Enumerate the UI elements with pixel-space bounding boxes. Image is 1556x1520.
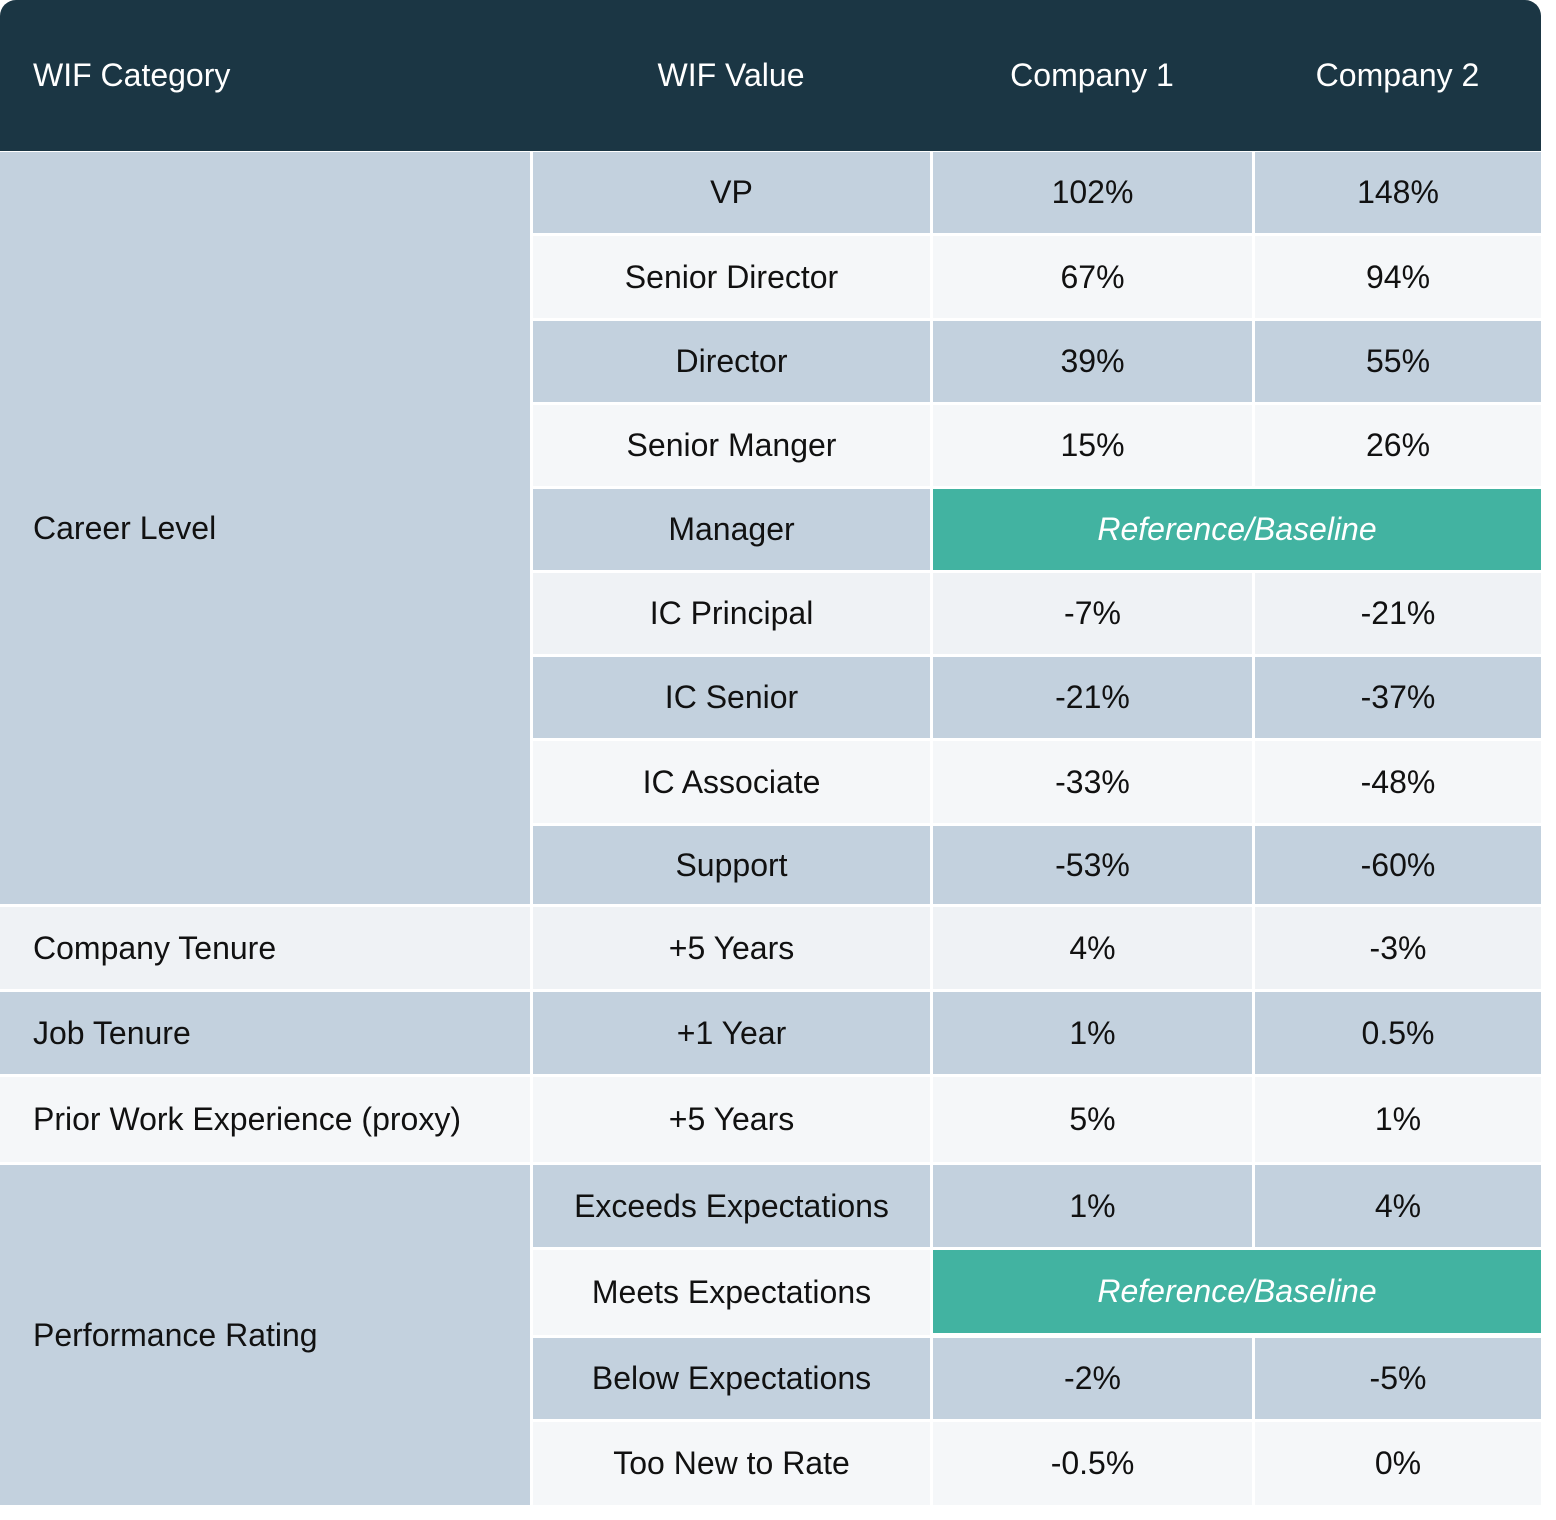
company-2-cell: -37% (1255, 657, 1541, 738)
reference-baseline-cell: Reference/Baseline (933, 489, 1541, 570)
company-2-cell: 94% (1255, 236, 1541, 318)
company-2-cell: 55% (1255, 321, 1541, 402)
company-1-cell: -2% (933, 1338, 1252, 1419)
company-1-cell: -7% (933, 573, 1252, 654)
category-job-tenure: Job Tenure (0, 992, 530, 1074)
category-career-level: Career Level (0, 152, 530, 904)
category-prior-work-experience: Prior Work Experience (proxy) (0, 1077, 530, 1162)
company-2-cell: -60% (1255, 826, 1541, 904)
company-1-cell: 67% (933, 236, 1252, 318)
wif-value-cell: IC Associate (533, 741, 930, 823)
header-wif-category: WIF Category (33, 57, 231, 93)
company-1-cell: -33% (933, 741, 1252, 823)
company-2-cell: 0% (1255, 1422, 1541, 1505)
company-1-cell: -0.5% (933, 1422, 1252, 1505)
company-1-cell: 4% (933, 907, 1252, 989)
header-company-1: Company 1 (1010, 57, 1174, 93)
wif-value-cell: Senior Manger (533, 405, 930, 486)
company-1-cell: 1% (933, 1165, 1252, 1247)
wif-value-cell: Manager (533, 489, 930, 570)
company-2-cell: 1% (1255, 1077, 1541, 1162)
company-2-cell: 4% (1255, 1165, 1541, 1247)
wif-value-cell: Director (533, 321, 930, 402)
company-1-cell: 5% (933, 1077, 1252, 1162)
company-1-cell: 1% (933, 992, 1252, 1074)
company-1-cell: 102% (933, 152, 1252, 233)
header-wif-value: WIF Value (657, 57, 805, 93)
wif-value-cell: Support (533, 826, 930, 904)
company-2-cell: -5% (1255, 1338, 1541, 1419)
header-company-2: Company 2 (1315, 57, 1480, 93)
company-1-cell: 39% (933, 321, 1252, 402)
company-2-cell: -3% (1255, 907, 1541, 989)
table-header: WIF Category WIF Value Company 1 Company… (0, 0, 1541, 151)
wif-value-cell: Meets Expectations (533, 1250, 930, 1335)
wif-value-cell: Senior Director (533, 236, 930, 318)
category-performance-rating: Performance Rating (0, 1165, 530, 1505)
company-1-cell: -53% (933, 826, 1252, 904)
company-2-cell: 26% (1255, 405, 1541, 486)
wif-value-cell: Below Expectations (533, 1338, 930, 1419)
wif-value-cell: +5 Years (533, 1077, 930, 1162)
company-2-cell: 0.5% (1255, 992, 1541, 1074)
wif-value-cell: Exceeds Expectations (533, 1165, 930, 1247)
company-2-cell: 148% (1255, 152, 1541, 233)
wif-value-cell: IC Principal (533, 573, 930, 654)
reference-baseline-cell: Reference/Baseline (933, 1250, 1541, 1333)
category-company-tenure: Company Tenure (0, 907, 530, 989)
company-1-cell: 15% (933, 405, 1252, 486)
wif-value-cell: VP (533, 152, 930, 233)
wif-value-cell: IC Senior (533, 657, 930, 738)
company-2-cell: -48% (1255, 741, 1541, 823)
wif-value-cell: +1 Year (533, 992, 930, 1074)
wif-value-cell: +5 Years (533, 907, 930, 989)
wif-value-cell: Too New to Rate (533, 1422, 930, 1505)
company-1-cell: -21% (933, 657, 1252, 738)
company-2-cell: -21% (1255, 573, 1541, 654)
